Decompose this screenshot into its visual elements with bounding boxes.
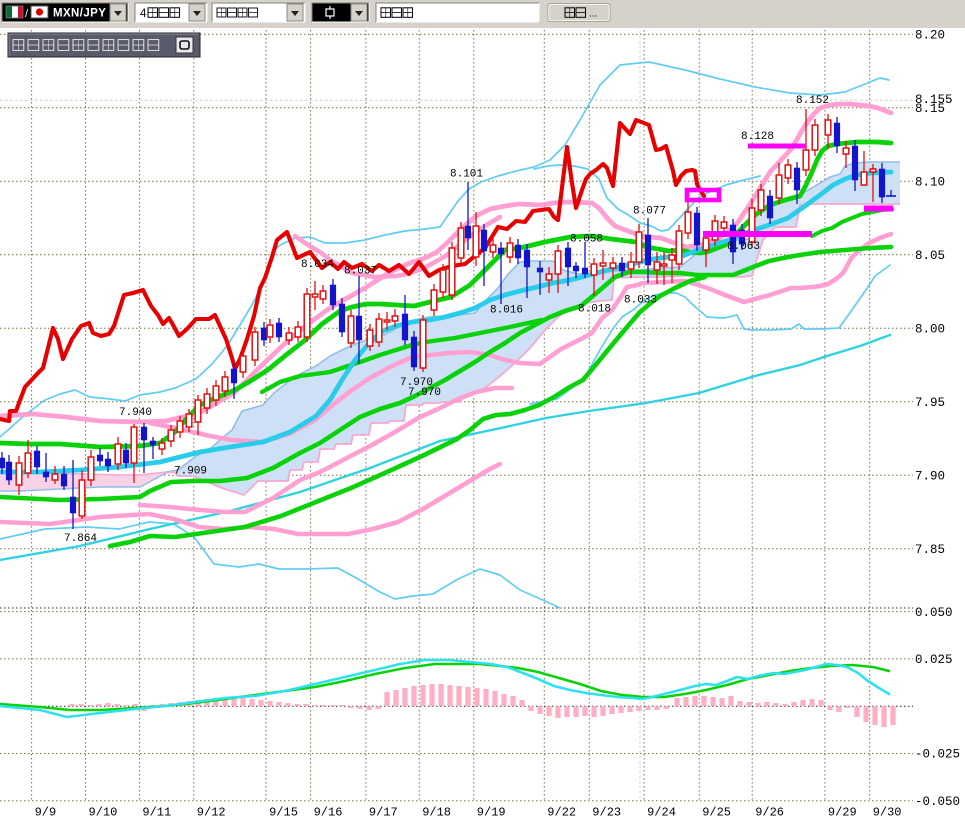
svg-text:8.034: 8.034 xyxy=(301,259,334,271)
svg-text:0.025: 0.025 xyxy=(915,653,953,667)
svg-text:-0.050: -0.050 xyxy=(915,795,960,809)
svg-text:9/16: 9/16 xyxy=(314,806,343,820)
svg-text:9/29: 9/29 xyxy=(828,806,857,820)
svg-text:8.058: 8.058 xyxy=(570,234,603,246)
svg-text:-0.025: -0.025 xyxy=(915,748,960,762)
svg-text:8.037: 8.037 xyxy=(344,266,377,278)
svg-text:8.05: 8.05 xyxy=(915,249,945,263)
svg-text:9/19: 9/19 xyxy=(477,806,506,820)
svg-text:7.970: 7.970 xyxy=(400,377,433,389)
svg-text:9/18: 9/18 xyxy=(422,806,451,820)
svg-text:/: / xyxy=(25,8,29,20)
svg-text:9/22: 9/22 xyxy=(547,806,576,820)
svg-text:8.033: 8.033 xyxy=(624,295,657,307)
svg-text:7.85: 7.85 xyxy=(915,543,945,557)
svg-text:7.909: 7.909 xyxy=(174,466,207,478)
svg-text:7.940: 7.940 xyxy=(119,407,152,419)
svg-text:MXN/JPY: MXN/JPY xyxy=(53,8,106,20)
svg-text:9/25: 9/25 xyxy=(702,806,731,820)
svg-text:9/24: 9/24 xyxy=(647,806,676,820)
svg-text:9/11: 9/11 xyxy=(142,806,171,820)
svg-text:8.128: 8.128 xyxy=(741,131,774,143)
svg-text:8.063: 8.063 xyxy=(727,241,760,253)
svg-text:7.90: 7.90 xyxy=(915,469,945,483)
svg-text:8.15: 8.15 xyxy=(915,102,945,116)
svg-text:9/15: 9/15 xyxy=(269,806,298,820)
svg-text:8.152: 8.152 xyxy=(796,95,829,107)
svg-text:8.00: 8.00 xyxy=(915,322,945,336)
svg-text:8.10: 8.10 xyxy=(915,175,945,189)
svg-text:7.864: 7.864 xyxy=(64,533,97,545)
svg-text:9/30: 9/30 xyxy=(873,806,902,820)
svg-text:9/17: 9/17 xyxy=(369,806,398,820)
svg-text:...: ... xyxy=(589,9,597,20)
svg-text:8.018: 8.018 xyxy=(578,304,611,316)
svg-text:8.20: 8.20 xyxy=(915,28,945,42)
svg-text:9/26: 9/26 xyxy=(755,806,784,820)
svg-text:8.077: 8.077 xyxy=(633,206,666,218)
svg-text:8.155: 8.155 xyxy=(915,93,953,107)
svg-text:4: 4 xyxy=(140,8,147,20)
svg-text:9/10: 9/10 xyxy=(89,806,118,820)
svg-text:9/23: 9/23 xyxy=(592,806,621,820)
svg-text:8.016: 8.016 xyxy=(490,305,523,317)
svg-text:9/9: 9/9 xyxy=(35,806,57,820)
svg-text:7.95: 7.95 xyxy=(915,396,945,410)
svg-text:0.050: 0.050 xyxy=(915,606,953,620)
svg-text:9/12: 9/12 xyxy=(197,806,226,820)
svg-text:8.101: 8.101 xyxy=(450,169,483,181)
svg-text:7.970: 7.970 xyxy=(408,387,441,399)
